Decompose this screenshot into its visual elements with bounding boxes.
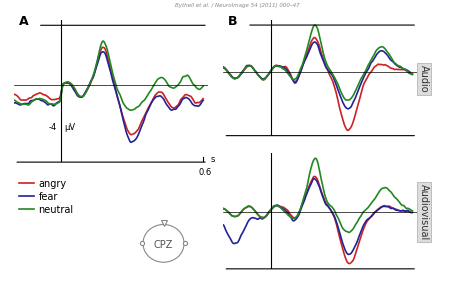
Text: Audio: Audio bbox=[419, 65, 429, 93]
Text: s: s bbox=[210, 155, 215, 164]
Text: CPZ: CPZ bbox=[154, 240, 173, 250]
Text: A: A bbox=[19, 15, 28, 28]
Text: Audiovisual: Audiovisual bbox=[419, 184, 429, 240]
Text: B: B bbox=[228, 15, 237, 28]
Text: μV: μV bbox=[64, 123, 75, 132]
Text: Bythell et al. / NeuroImage 54 (2011) 000–47: Bythell et al. / NeuroImage 54 (2011) 00… bbox=[175, 3, 299, 8]
Text: 0.6: 0.6 bbox=[199, 168, 212, 177]
Legend: angry, fear, neutral: angry, fear, neutral bbox=[19, 179, 73, 215]
Text: -4: -4 bbox=[48, 123, 57, 132]
